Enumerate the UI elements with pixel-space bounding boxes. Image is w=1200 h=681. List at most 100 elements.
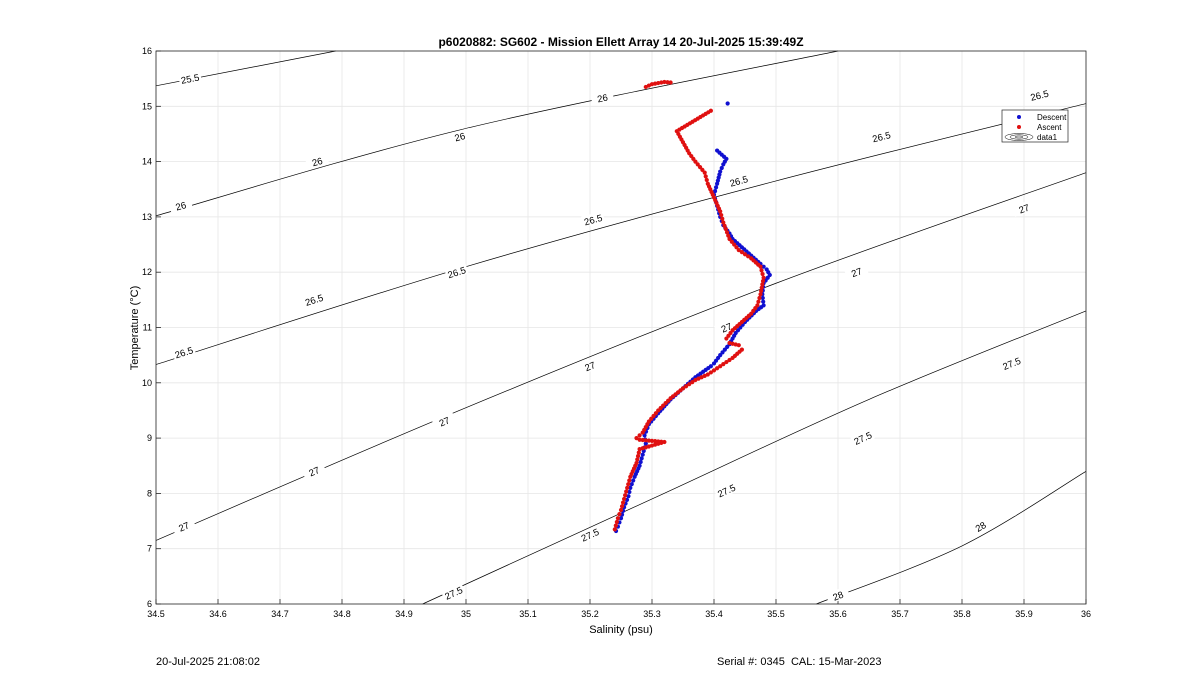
contour-label: 26 (453, 131, 466, 144)
x-tick-label: 34.6 (209, 609, 227, 619)
y-tick-labels: 6 7 8 9 10 11 12 13 14 15 16 (142, 46, 152, 609)
ascent-point (634, 436, 639, 441)
ascent-point (703, 174, 708, 179)
descent-point (618, 516, 624, 521)
ascent-point (637, 433, 642, 438)
ascent-point (613, 523, 618, 528)
ascent-point (724, 230, 730, 235)
y-tick-label: 14 (142, 157, 152, 167)
ascent-point (627, 478, 632, 483)
contour-label-group: 25.5 (178, 70, 202, 87)
ascent-point (756, 299, 761, 304)
x-tick-label: 36 (1081, 609, 1091, 619)
descent-point (713, 185, 719, 190)
descent-point (761, 264, 766, 269)
x-tick-label: 34.7 (271, 609, 289, 619)
y-tick-label: 10 (142, 378, 152, 388)
ascent-point (736, 247, 741, 253)
contour-label-bg (441, 582, 466, 603)
descent-point (735, 328, 741, 333)
x-tick-label: 35.2 (581, 609, 599, 619)
ascent-point (715, 366, 720, 371)
ascent-point (746, 254, 751, 259)
contour-label-group: 28 (968, 515, 993, 537)
contour-label-group: 26.5 (726, 172, 751, 190)
ascent-point (727, 236, 732, 242)
descent-point (631, 478, 636, 483)
ascent-point (718, 364, 723, 369)
x-tick-label: 35.9 (1015, 609, 1033, 619)
ascent-point (635, 457, 640, 462)
contour-label: 26.5 (729, 174, 750, 190)
contour-label: 26 (596, 93, 609, 106)
y-tick-label: 7 (147, 544, 152, 554)
y-tick-label: 16 (142, 46, 152, 56)
ascent-point (614, 519, 619, 525)
ascent-point (708, 370, 714, 375)
ascent-point (722, 223, 727, 228)
ascent-point (649, 438, 655, 443)
contour-label-bg (590, 89, 615, 106)
ascent-point (651, 413, 656, 419)
contour-label-bg (431, 411, 457, 431)
contour-label-group: 26.5 (444, 263, 469, 281)
descent-point (760, 295, 765, 301)
legend-contour-icon (1004, 133, 1034, 141)
ascent-point (653, 439, 658, 444)
x-tick-label: 35.8 (953, 609, 971, 619)
y-axis-label: Temperature (°C) (129, 286, 141, 370)
contour-label-group: 28 (825, 586, 851, 605)
contour-line-28 (816, 470, 1087, 605)
data-points (612, 79, 772, 534)
contour-label-bg (301, 461, 327, 481)
contour-label-group: 27 (301, 461, 327, 481)
descent-point (725, 101, 730, 106)
contour-label: 27 (1018, 203, 1032, 217)
contour-label-bg (577, 356, 603, 375)
contour-line-27 (155, 172, 1087, 541)
ascent-point (624, 489, 629, 494)
descent-point (629, 482, 634, 487)
contour-line-27-5 (422, 310, 1087, 605)
ascent-point (758, 264, 763, 269)
ascent-point (742, 252, 748, 257)
contour-label-group: 27 (577, 356, 603, 375)
descent-point (626, 494, 631, 499)
contour-label-bg (447, 127, 472, 145)
contour-label: 27 (307, 465, 321, 479)
ascent-point (622, 496, 627, 502)
descent-point (643, 441, 648, 446)
contour-label-bg (168, 197, 193, 214)
ascent-point (759, 288, 764, 294)
contour-label: 26.5 (1029, 89, 1050, 104)
contour-label-bg (999, 353, 1024, 373)
ascent-point (723, 226, 728, 232)
ascent-point (718, 209, 723, 214)
contour-label-bg (301, 290, 327, 308)
contour-line-26 (155, 50, 839, 217)
contour-label-group: 27 (1011, 199, 1037, 218)
contour-label: 28 (974, 520, 989, 535)
ascent-point (626, 482, 631, 487)
ascent-point (665, 80, 670, 85)
ascent-point (646, 438, 652, 443)
contour-label-bg (850, 428, 875, 448)
descent-point (638, 459, 643, 465)
contour-label: 26 (311, 156, 324, 169)
ascent-point (653, 81, 658, 86)
ascent-point (619, 504, 625, 509)
ascent-point (726, 233, 731, 238)
x-tick-label: 35.3 (643, 609, 661, 619)
contour-label-bg (825, 586, 851, 605)
contour-label-bg (844, 262, 869, 281)
contour-line-26-5 (155, 103, 1087, 365)
ascent-point (702, 170, 707, 175)
ascent-point (693, 377, 698, 383)
plot-frame (155, 50, 1087, 605)
ascent-point (757, 295, 762, 301)
footer-timestamp: 20-Jul-2025 21:08:02 (156, 656, 260, 668)
descent-point (639, 456, 644, 461)
contour-label-bg (869, 128, 894, 145)
ascent-point (700, 167, 705, 172)
